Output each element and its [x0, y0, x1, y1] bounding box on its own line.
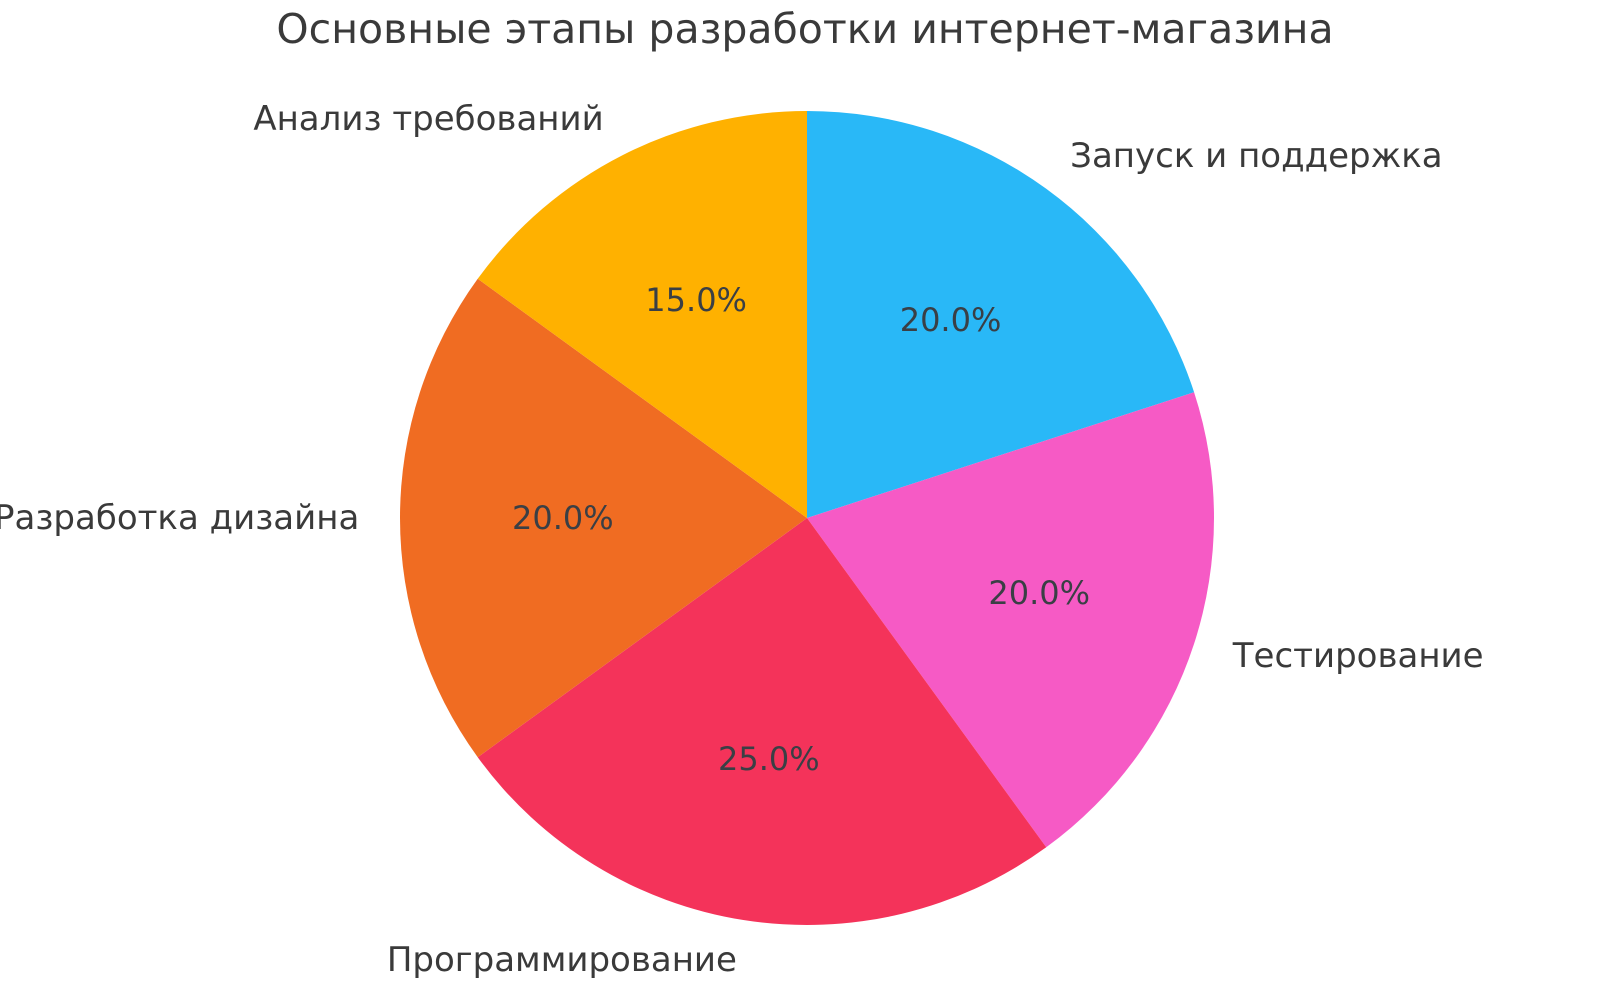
pie-slice-5	[477, 111, 807, 518]
slice-percent-label-2: 20.0%	[988, 574, 1091, 613]
slice-category-label-3: Программирование	[386, 940, 737, 981]
slice-percent-label-3: 25.0%	[717, 740, 820, 779]
slice-category-label-2: Тестирование	[1232, 636, 1484, 677]
slice-percent-label-4: 20.0%	[511, 499, 614, 537]
chart-title: Основные этапы разработки интернет-магаз…	[276, 5, 1334, 53]
pie-slice-1	[807, 111, 1195, 518]
slice-category-label-4: Разработка дизайна	[0, 498, 360, 538]
pie-slice-4	[399, 278, 807, 758]
pie-slice-3	[477, 518, 1047, 926]
slice-percent-label-5: 15.0%	[645, 281, 747, 320]
slice-category-label-5: Анализ требований	[253, 99, 604, 140]
slice-percent-label-1: 20.0%	[899, 301, 1002, 340]
pie-slice-2	[807, 392, 1215, 848]
slice-category-label-1: Запуск и поддержка	[1070, 135, 1443, 176]
